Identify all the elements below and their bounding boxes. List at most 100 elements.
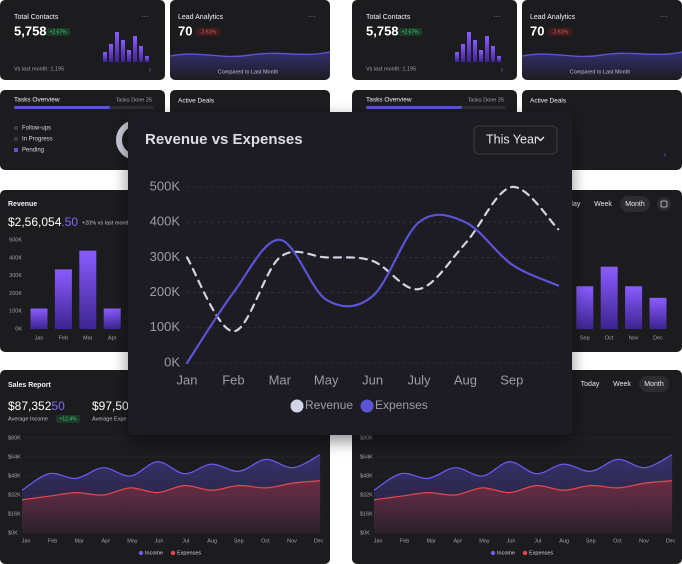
wave-line bbox=[169, 51, 331, 58]
x-tick-label: Feb bbox=[222, 372, 244, 387]
arrow-link[interactable]: › bbox=[501, 65, 504, 74]
y-tick-label: 400K bbox=[9, 255, 22, 261]
bar bbox=[649, 297, 667, 329]
change-text: +2.57% bbox=[49, 29, 67, 35]
x-tick-label: Apr bbox=[454, 538, 463, 544]
tab[interactable]: Month bbox=[644, 381, 664, 388]
y-tick-label: $80K bbox=[360, 435, 373, 441]
y-tick-label: $16K bbox=[360, 511, 373, 517]
series-line bbox=[185, 185, 560, 333]
legend-swatch bbox=[522, 550, 528, 556]
tab-active[interactable] bbox=[620, 196, 650, 212]
mini-bar bbox=[139, 46, 143, 62]
x-tick-label: Jan bbox=[22, 538, 31, 544]
tab[interactable]: Month bbox=[625, 201, 645, 208]
mini-bar bbox=[109, 44, 113, 62]
tab[interactable]: Week bbox=[594, 201, 612, 208]
legend-swatch bbox=[14, 148, 18, 152]
y-tick-label: $16K bbox=[8, 511, 21, 517]
bar bbox=[600, 266, 618, 329]
metric: 5,758 bbox=[366, 23, 399, 38]
x-tick-label: Jun bbox=[155, 538, 164, 544]
more-menu[interactable]: ··· bbox=[308, 12, 316, 21]
change-text: +12.4% bbox=[59, 416, 77, 422]
x-tick-label: Jun bbox=[362, 372, 383, 387]
legend-swatch bbox=[360, 399, 374, 413]
series-line bbox=[185, 213, 560, 365]
tasks-done: Tasks Done 25 bbox=[468, 97, 504, 103]
x-tick-label: Jul bbox=[534, 538, 541, 544]
more-menu[interactable]: ··· bbox=[660, 12, 668, 21]
legend-swatch bbox=[170, 550, 176, 556]
main-chart-card: Revenue vs Expenses This Year 0K 100K 200K 30… bbox=[128, 112, 572, 435]
x-tick-label: Dec bbox=[653, 335, 663, 341]
change-text: +2.57% bbox=[401, 29, 419, 35]
y-tick-label: $48K bbox=[8, 473, 21, 479]
wave-area bbox=[170, 52, 330, 80]
tab-active[interactable] bbox=[639, 376, 669, 392]
x-tick-label: Aug bbox=[559, 538, 569, 544]
x-tick-label: Dec bbox=[666, 538, 676, 544]
x-tick-label: Sep bbox=[234, 538, 244, 544]
series-line bbox=[21, 480, 321, 501]
bar bbox=[576, 286, 594, 329]
calendar-button[interactable] bbox=[657, 197, 671, 211]
change-text: -2.61% bbox=[200, 29, 216, 35]
mini-bar bbox=[491, 46, 495, 62]
mini-bar bbox=[145, 56, 149, 62]
x-tick-label: Jan bbox=[35, 335, 44, 341]
card-title: Tasks Overview bbox=[366, 97, 412, 104]
mini-bar bbox=[485, 36, 489, 62]
caption: Compared to Last Month bbox=[218, 69, 279, 75]
revenue-value: $2,56,054.50 bbox=[8, 215, 78, 229]
task-item: Follow-ups bbox=[22, 126, 51, 132]
change-badge bbox=[548, 28, 572, 36]
change-badge bbox=[398, 28, 422, 36]
tab[interactable]: Today bbox=[581, 381, 600, 388]
y-tick-label: 400K bbox=[150, 214, 181, 229]
legend-swatch bbox=[290, 399, 304, 413]
period-label[interactable]: This Year bbox=[486, 132, 538, 146]
card-title: Active Deals bbox=[530, 98, 567, 105]
metric: 5,758 bbox=[14, 23, 47, 38]
x-tick-label: Mar bbox=[83, 335, 93, 341]
mini-bar bbox=[103, 52, 107, 62]
y-tick-label: 100K bbox=[150, 319, 181, 334]
tab[interactable]: Week bbox=[613, 381, 631, 388]
more-menu[interactable]: ··· bbox=[493, 12, 501, 21]
footnote: Vs last month: 1,195 bbox=[14, 66, 64, 72]
x-tick-label: Sep bbox=[586, 538, 596, 544]
mini-bar bbox=[121, 40, 125, 62]
calendar-icon bbox=[660, 200, 668, 208]
amount: $2,56,054 bbox=[8, 215, 62, 229]
bar bbox=[30, 308, 48, 329]
metric: 70 bbox=[530, 23, 544, 38]
x-tick-label: Apr bbox=[108, 335, 117, 341]
mini-bar bbox=[461, 44, 465, 62]
y-tick-label: 0K bbox=[164, 354, 180, 369]
legend-swatch bbox=[14, 137, 18, 141]
arrow-link[interactable]: › bbox=[664, 150, 667, 159]
mini-bar bbox=[127, 50, 131, 62]
progress-fill bbox=[14, 106, 110, 109]
x-tick-label: Feb bbox=[48, 538, 57, 544]
chart-title: Revenue vs Expenses bbox=[145, 131, 303, 148]
change-badge bbox=[196, 28, 220, 36]
period-dropdown[interactable] bbox=[473, 125, 558, 155]
y-tick-label: $32K bbox=[360, 492, 373, 498]
change-note: +20% vs last month bbox=[82, 220, 130, 226]
chevron bbox=[536, 136, 545, 142]
y-tick-label: 200K bbox=[9, 291, 22, 297]
income-value: $87,35250 bbox=[8, 399, 65, 413]
card bbox=[128, 112, 572, 435]
series-line bbox=[373, 454, 673, 491]
card-title: Total Contacts bbox=[366, 14, 411, 21]
x-tick-label: Feb bbox=[59, 335, 68, 341]
legend-label: Income bbox=[145, 550, 163, 556]
arrow-link[interactable]: › bbox=[149, 65, 152, 74]
card-title: Tasks Overview bbox=[14, 97, 60, 104]
more-menu[interactable]: ··· bbox=[141, 12, 149, 21]
x-tick-label: Nov bbox=[639, 538, 649, 544]
x-tick-label: Feb bbox=[400, 538, 409, 544]
